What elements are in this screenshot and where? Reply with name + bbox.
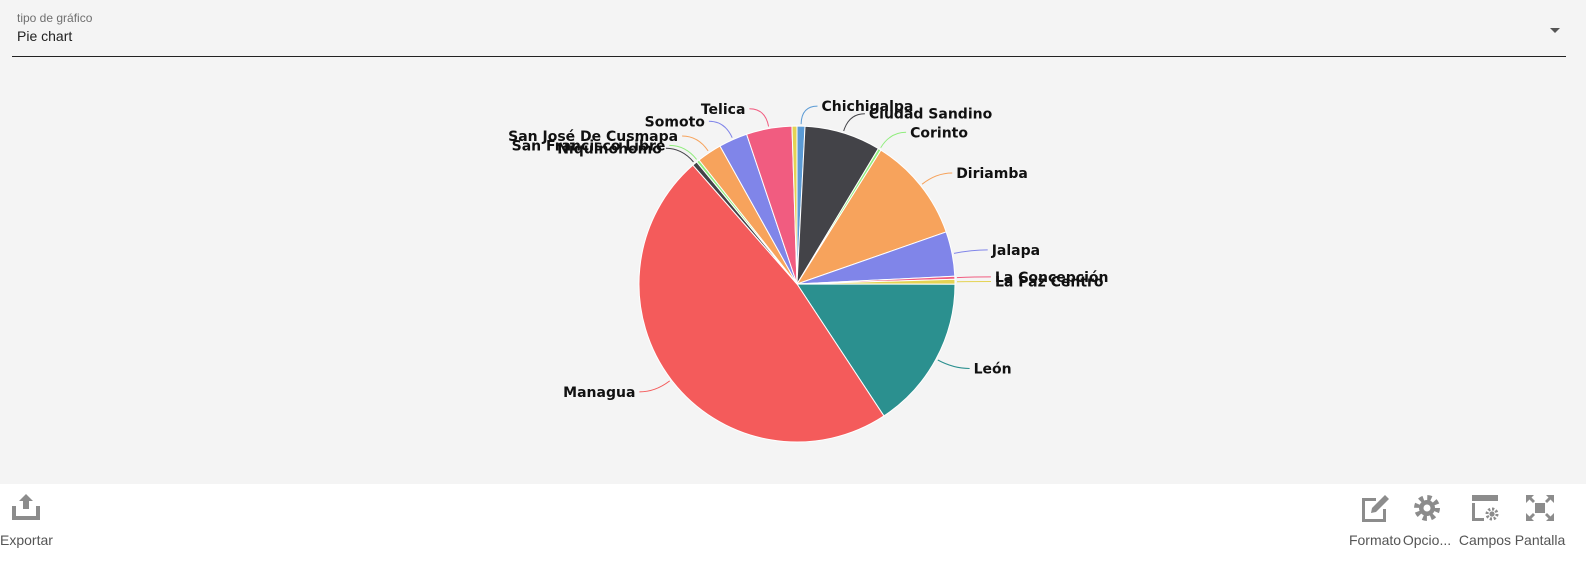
chart-panel: tipo de gráfico Pie chart Chichigalpa Ciu… xyxy=(0,0,1586,484)
label-connector xyxy=(937,359,970,369)
slice-label-corinto: Corinto xyxy=(910,125,968,141)
slice-label-la-paz-centro: La Paz Centro xyxy=(995,275,1104,291)
dropdown-caret-icon[interactable] xyxy=(1550,28,1560,33)
label-connector xyxy=(880,131,907,148)
pie-slice-unlabeled-14[interactable] xyxy=(791,125,798,285)
fields-button[interactable]: Campos xyxy=(1458,492,1512,548)
label-connector xyxy=(843,113,865,132)
export-button[interactable]: Exportar xyxy=(0,492,53,548)
slice-label-somoto: Somoto xyxy=(645,114,706,130)
format-label: Formato xyxy=(1348,532,1402,548)
label-connector xyxy=(953,249,988,254)
slice-label-ciudad-sandino: Ciudad Sandino xyxy=(869,107,993,123)
fullscreen-icon xyxy=(1526,495,1554,521)
fullscreen-button[interactable]: Pantalla xyxy=(1512,492,1568,548)
slice-label-leon: León xyxy=(974,362,1012,378)
slice-label-managua: Managua xyxy=(563,385,635,401)
export-label: Exportar xyxy=(0,532,53,548)
pie-slice-managua[interactable] xyxy=(638,164,885,443)
fields-label: Campos xyxy=(1458,532,1512,548)
label-connector xyxy=(708,120,733,138)
slice-label-jalapa: Jalapa xyxy=(991,243,1040,259)
label-connector xyxy=(800,105,818,125)
label-connector xyxy=(956,276,991,279)
slice-label-la-concepcion: La Concepción xyxy=(995,270,1109,286)
label-connector xyxy=(749,108,770,127)
label-connector xyxy=(921,172,953,185)
label-connector xyxy=(682,135,709,152)
fields-settings-icon xyxy=(1472,495,1499,521)
chart-type-label: tipo de gráfico xyxy=(17,11,93,25)
options-label: Opcio... xyxy=(1402,532,1452,548)
options-button[interactable]: Opcio... xyxy=(1399,492,1455,548)
edit-icon xyxy=(1362,495,1389,522)
label-connector xyxy=(665,147,694,163)
label-connector xyxy=(639,380,671,393)
slice-label-chichigalpa: Chichigalpa xyxy=(822,99,914,115)
chart-type-value: Pie chart xyxy=(17,28,73,44)
slice-label-niquinohomo: Niquinohomo xyxy=(557,141,662,157)
fullscreen-label: Pantalla xyxy=(1514,532,1566,548)
pie-slice-diriamba[interactable] xyxy=(795,149,947,285)
slice-label-diriamba: Diriamba xyxy=(956,166,1028,182)
gear-icon xyxy=(1414,495,1440,521)
slice-label-san-francisco-libre: San Francisco Libre xyxy=(512,138,666,154)
export-icon xyxy=(12,494,40,520)
chart-type-select[interactable]: tipo de gráfico Pie chart xyxy=(12,6,1566,57)
label-connector xyxy=(669,144,697,160)
slice-label-san-jose-de-cusmapa: San José De Cusmapa xyxy=(508,129,678,145)
slice-label-telica: Telica xyxy=(701,102,746,118)
pie-slice-leon[interactable] xyxy=(796,283,956,417)
format-button[interactable]: Formato xyxy=(1345,492,1405,548)
